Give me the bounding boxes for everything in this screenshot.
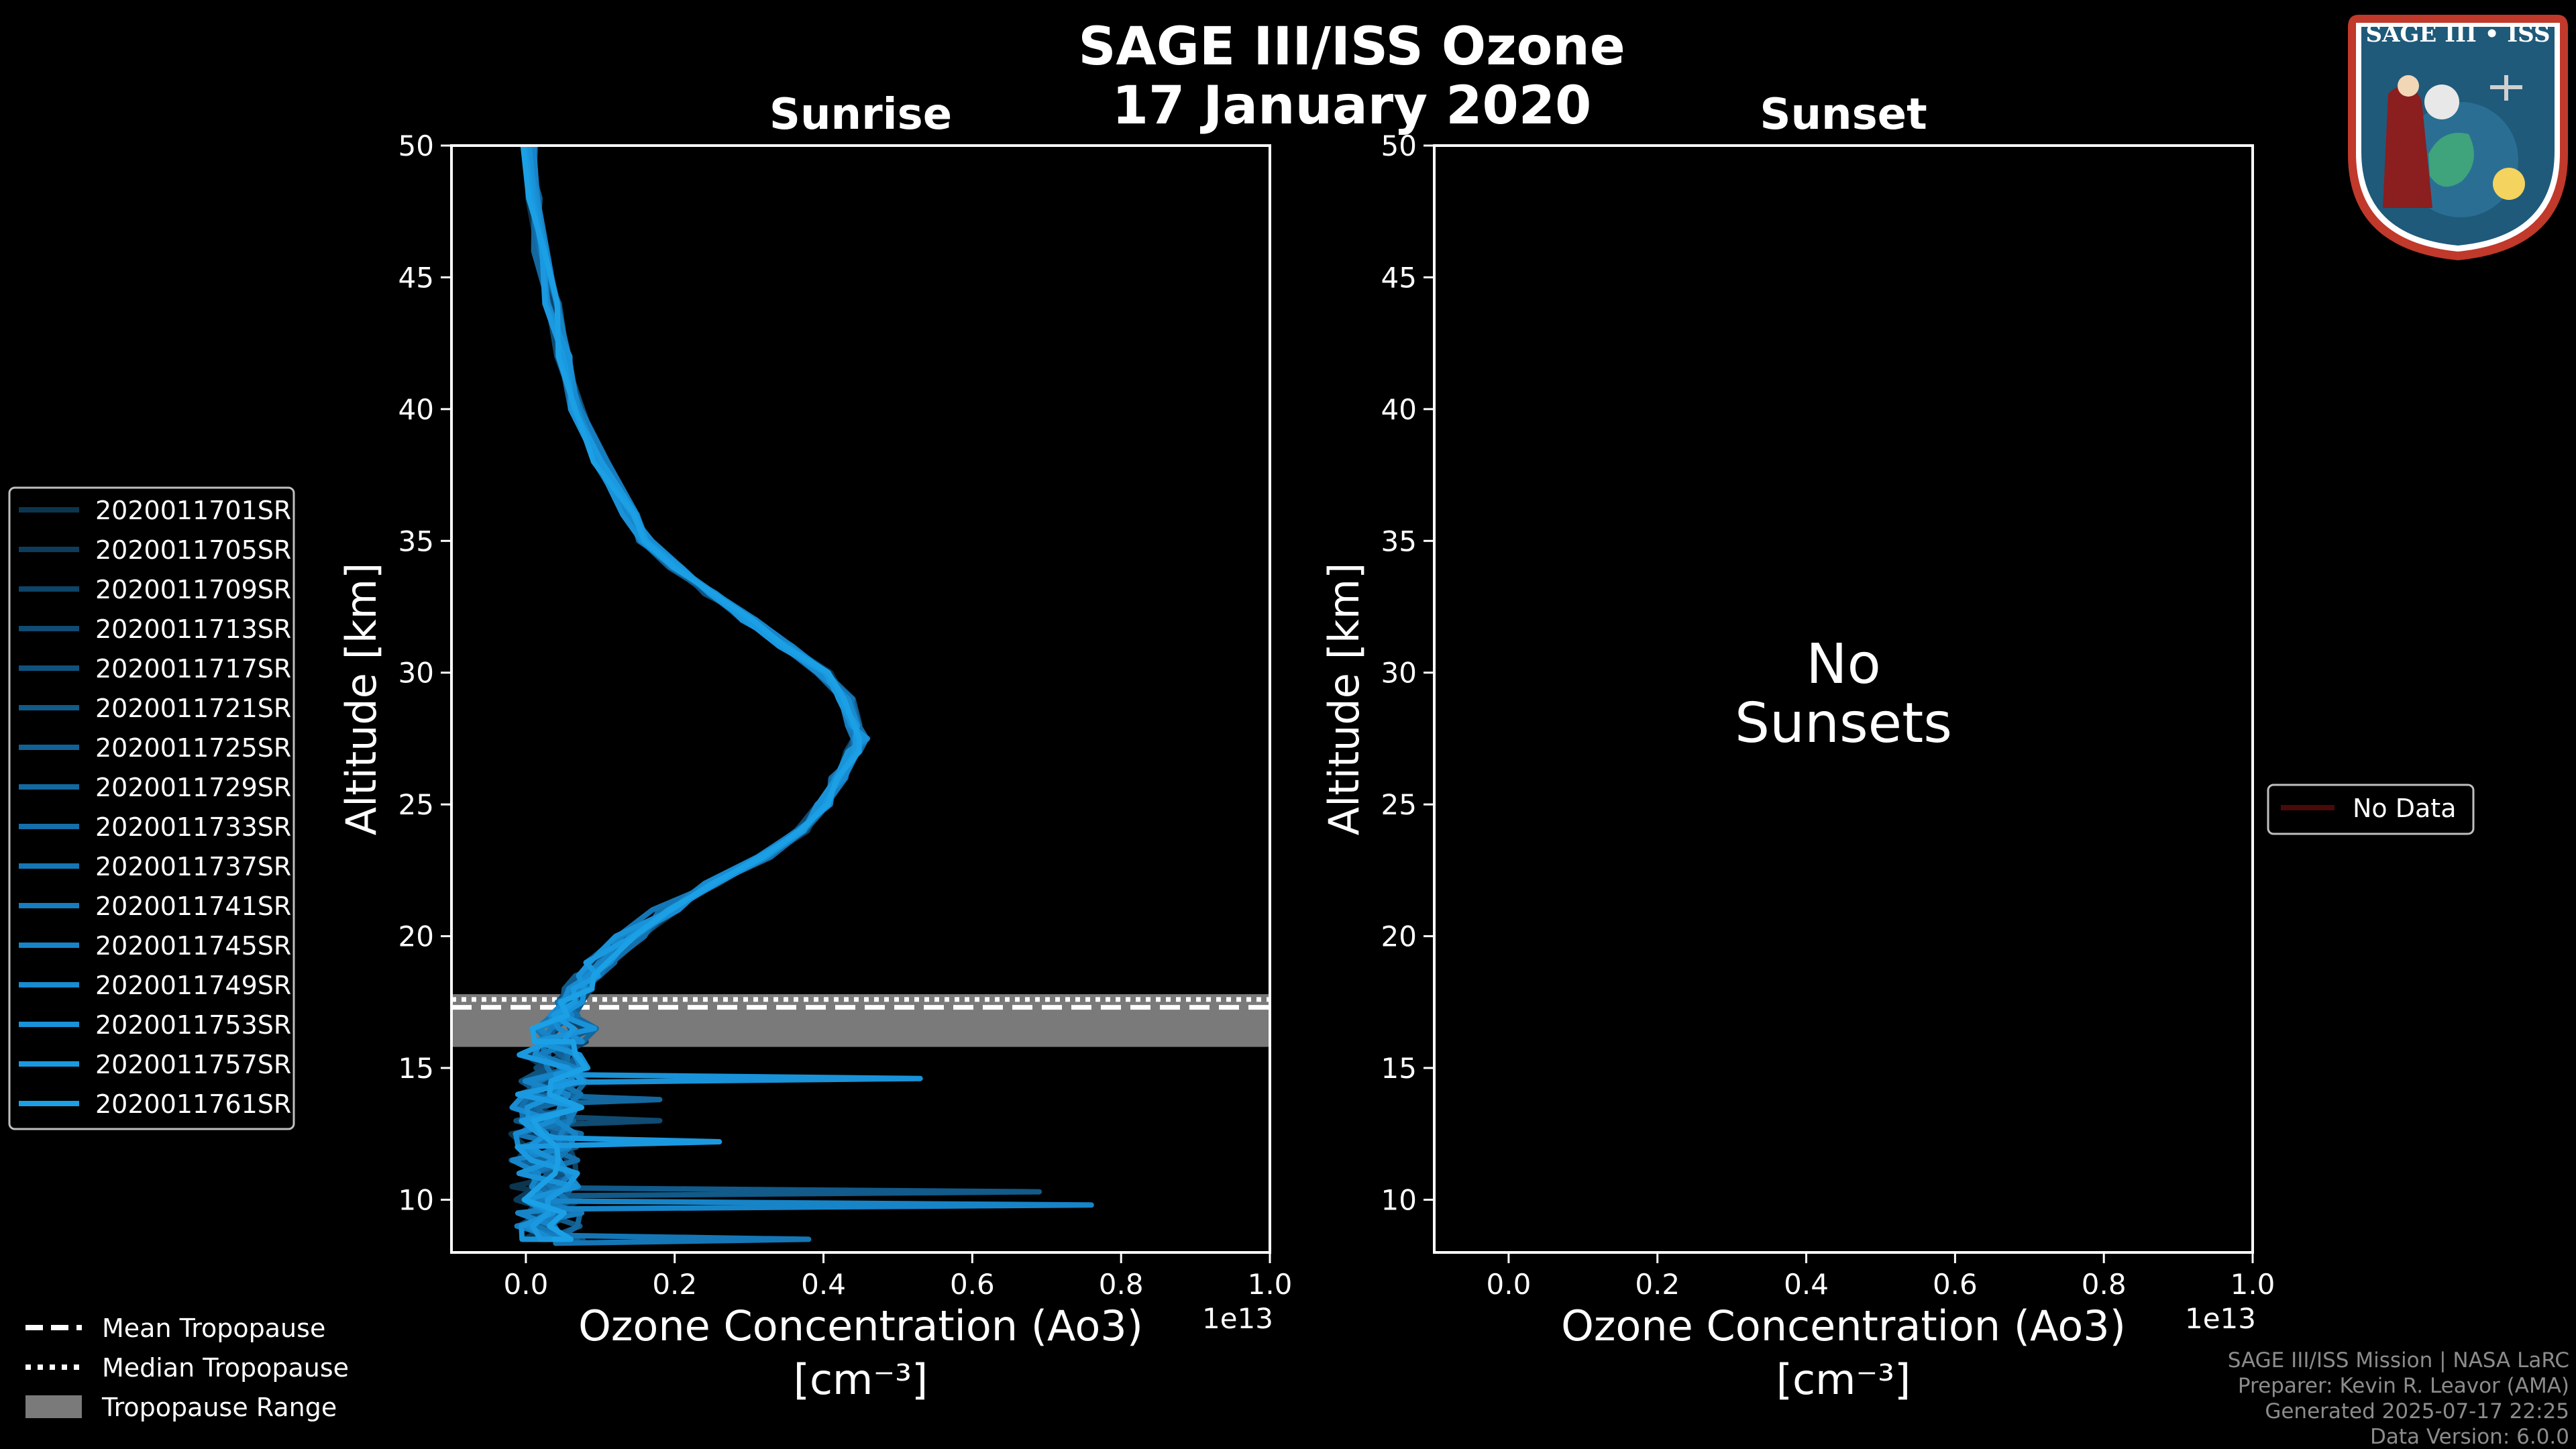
sunrise-y-tick-label: 50 — [398, 129, 434, 162]
sunset-x-axis-label: Ozone Concentration (Ao3) — [1561, 1301, 2126, 1350]
sunset-legend: No Data — [2267, 784, 2475, 835]
sunrise-x-tick-label: 0.2 — [652, 1268, 697, 1301]
sunset-x-tick-label: 1.0 — [2231, 1268, 2275, 1301]
sunset-x-axis-unit: [cm⁻³] — [1776, 1355, 1911, 1404]
sunrise-x-tick-label: 1.0 — [1248, 1268, 1293, 1301]
sunset-x-tick-label: 0.2 — [1635, 1268, 1680, 1301]
sunset-y-axis-label: Altitude [km] — [1320, 563, 1368, 836]
sunrise-y-tick-label: 45 — [398, 261, 434, 294]
sunrise-x-tick-label: 0.8 — [1099, 1268, 1144, 1301]
sunrise-panel-title: Sunrise — [769, 90, 952, 140]
sunrise-x-tick-label: 0.6 — [950, 1268, 995, 1301]
mean-tropopause-label: Mean Tropopause — [102, 1313, 325, 1343]
astronomer-figure-icon — [2383, 85, 2432, 208]
legend-label-2020011725SR: 2020011725SR — [95, 733, 291, 763]
sunrise-x-ticks: 0.0 0.2 0.4 0.6 0.8 1.0 — [504, 1252, 1293, 1301]
moon-icon — [2424, 85, 2459, 119]
footer-line-generated: Generated 2025-07-17 22:25 — [2265, 1399, 2569, 1424]
sunrise-y-tick-label: 40 — [398, 393, 434, 426]
logo-title-text: SAGE III • ISS — [2365, 21, 2550, 48]
sunrise-y-tick-label: 35 — [398, 525, 434, 557]
sunrise-legend-frame — [8, 486, 295, 1130]
sunset-x-scale-label: 1e13 — [2185, 1302, 2256, 1335]
legend-label-2020011717SR: 2020011717SR — [95, 654, 291, 684]
sunset-y-tick-label: 35 — [1381, 525, 1417, 557]
footer-line-preparer: Preparer: Kevin R. Leavor (AMA) — [2238, 1374, 2569, 1398]
sunrise-y-tick-label: 15 — [398, 1052, 434, 1085]
space-station-icon — [2490, 75, 2522, 101]
sunset-x-tick-label: 0.6 — [1933, 1268, 1978, 1301]
legend-label-2020011753SR: 2020011753SR — [95, 1010, 291, 1040]
legend-label-2020011713SR: 2020011713SR — [95, 614, 291, 644]
sunrise-y-tick-label: 25 — [398, 788, 434, 821]
sunrise-x-axis-label: Ozone Concentration (Ao3) — [578, 1301, 1143, 1350]
footer-credits: SAGE III/ISS Mission | NASA LaRC Prepare… — [2228, 1348, 2569, 1449]
sunrise-axes: 0.0 0.2 0.4 0.6 0.8 1.0 10 15 20 25 30 35 40 45 50 1e… — [337, 129, 1292, 1404]
sunrise-series-group — [508, 146, 1094, 1246]
sunset-y-tick-label: 30 — [1381, 657, 1417, 690]
sunset-x-ticks: 0.0 0.2 0.4 0.6 0.8 1.0 — [1487, 1252, 2275, 1301]
sunrise-y-tick-label: 10 — [398, 1183, 434, 1216]
sunset-panel-title: Sunset — [1760, 90, 1927, 140]
no-data-legend-label: No Data — [2353, 794, 2457, 823]
footer-line-data-version: Data Version: 6.0.0 — [2370, 1425, 2569, 1449]
tropopause-range-swatch — [25, 1395, 82, 1418]
no-sunsets-text-line1: No — [1806, 633, 1881, 696]
sunset-axes-frame — [1433, 144, 2254, 1254]
footer-line-mission: SAGE III/ISS Mission | NASA LaRC — [2228, 1348, 2569, 1373]
sunset-y-tick-label: 20 — [1381, 920, 1417, 953]
figure-title: SAGE III/ISS Ozone — [1078, 17, 1625, 77]
sunrise-y-ticks: 10 15 20 25 30 35 40 45 50 — [398, 129, 451, 1216]
legend-label-2020011733SR: 2020011733SR — [95, 812, 291, 842]
sunset-axes: 0.0 0.2 0.4 0.6 0.8 1.0 10 15 20 25 30 35 40 45 50 No… — [1320, 129, 2275, 1404]
legend-label-2020011737SR: 2020011737SR — [95, 852, 291, 881]
sunrise-y-tick-label: 20 — [398, 920, 434, 953]
sage-iss-logo: SAGE III • ISS — [2348, 15, 2568, 260]
sunrise-x-tick-label: 0.4 — [801, 1268, 846, 1301]
sunrise-y-axis-label: Altitude [km] — [337, 563, 386, 836]
sunrise-y-tick-label: 30 — [398, 657, 434, 690]
sunrise-x-scale-label: 1e13 — [1202, 1302, 1273, 1335]
sunrise-profile-2020011761SR — [520, 146, 863, 1242]
legend-label-2020011757SR: 2020011757SR — [95, 1050, 291, 1079]
sunset-y-tick-label: 10 — [1381, 1183, 1417, 1216]
earth-continent-shape — [2428, 133, 2474, 187]
sunset-y-tick-label: 45 — [1381, 261, 1417, 294]
sunrise-x-tick-label: 0.0 — [504, 1268, 549, 1301]
legend-label-2020011741SR: 2020011741SR — [95, 892, 291, 921]
sunset-y-ticks: 10 15 20 25 30 35 40 45 50 — [1381, 129, 1434, 1216]
sunrise-axes-frame — [450, 144, 1271, 1254]
sunset-legend-frame — [2267, 784, 2475, 835]
sunset-plot-area — [1434, 146, 2253, 1252]
legend-label-2020011709SR: 2020011709SR — [95, 575, 291, 604]
sunrise-legend: 2020011701SR 2020011705SR 2020011709SR 2020… — [8, 486, 295, 1130]
tropopause-range-label: Tropopause Range — [101, 1393, 337, 1422]
sun-icon — [2493, 168, 2525, 200]
sunset-x-tick-label: 0.4 — [1784, 1268, 1829, 1301]
no-sunsets-text-line2: Sunsets — [1735, 692, 1952, 755]
legend-label-2020011701SR: 2020011701SR — [95, 496, 291, 525]
tropopause-legend: Mean Tropopause Median Tropopause Tropop… — [25, 1313, 349, 1422]
sunset-y-tick-label: 50 — [1381, 129, 1417, 162]
sunset-x-tick-label: 0.0 — [1487, 1268, 1532, 1301]
legend-label-2020011729SR: 2020011729SR — [95, 773, 291, 802]
sunset-y-tick-label: 40 — [1381, 393, 1417, 426]
legend-label-2020011761SR: 2020011761SR — [95, 1089, 291, 1119]
astronomer-head-icon — [2398, 75, 2419, 97]
median-tropopause-label: Median Tropopause — [102, 1353, 349, 1383]
sunset-x-tick-label: 0.8 — [2082, 1268, 2127, 1301]
figure-subtitle-date: 17 January 2020 — [1112, 76, 1592, 136]
sunrise-x-axis-unit: [cm⁻³] — [794, 1355, 928, 1404]
legend-label-2020011749SR: 2020011749SR — [95, 971, 291, 1000]
legend-label-2020011705SR: 2020011705SR — [95, 535, 291, 565]
sunset-y-tick-label: 25 — [1381, 788, 1417, 821]
legend-label-2020011721SR: 2020011721SR — [95, 694, 291, 723]
sunset-y-tick-label: 15 — [1381, 1052, 1417, 1085]
legend-label-2020011745SR: 2020011745SR — [95, 931, 291, 961]
